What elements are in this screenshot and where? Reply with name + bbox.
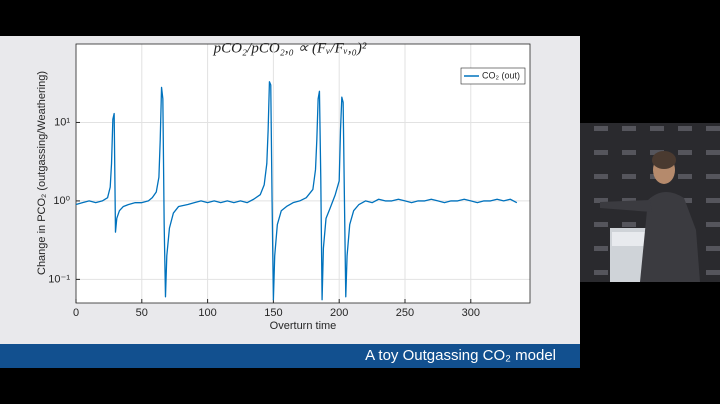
legend-box [460, 67, 526, 85]
footer-title: A toy Outgassing CO₂ model [365, 347, 556, 364]
y-axis-label: Change in PCO₂ (outgassing/Weathering) [36, 71, 48, 275]
y-tick-label: 10⁰ [53, 195, 70, 207]
x-tick-label: 50 [136, 307, 148, 319]
x-tick-label: 250 [396, 307, 414, 319]
x-tick-label: 150 [264, 307, 282, 319]
x-tick-label: 300 [462, 307, 480, 319]
x-tick-label: 200 [330, 307, 348, 319]
chart-title: pCO₂/pCO₂,₀ ∝ (Fᵥ/Fᵥ,₀)² [213, 40, 367, 56]
x-axis-label: Overturn time [270, 320, 337, 332]
x-tick-label: 100 [198, 307, 216, 319]
x-tick-label: 0 [73, 307, 79, 319]
plot-area [76, 44, 530, 303]
speaker-photo [580, 123, 720, 282]
y-tick-label: 10¹ [54, 116, 70, 128]
data-line [75, 81, 518, 301]
axes-box [75, 43, 531, 304]
footer-banner [0, 344, 580, 368]
y-tick-label: 10⁻¹ [48, 273, 70, 285]
legend-label: CO₂ (out) [482, 70, 520, 80]
